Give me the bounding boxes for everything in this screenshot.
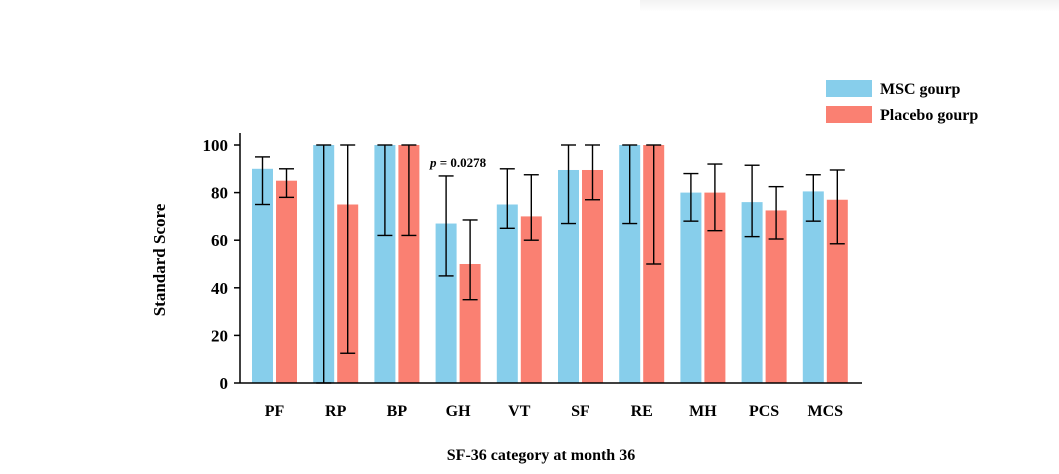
y-tick-label: 100 [203, 136, 229, 155]
p-value-annotation: p = 0.0278 [429, 155, 487, 170]
bar-msc-vt [496, 204, 518, 383]
bar-msc-pf [252, 168, 273, 383]
error-bar-msc-sf [561, 144, 576, 225]
bar-placebo-sf [582, 169, 603, 383]
bar-placebo-mcs [826, 199, 848, 383]
x-tick-label: RE [631, 403, 653, 420]
x-tick-label: MCS [808, 403, 844, 420]
y-tick-label: 80 [211, 184, 228, 203]
bar-msc-re [619, 145, 641, 383]
legend-label-msc: MSC gourp [880, 81, 961, 98]
error-bar-placebo-bp [401, 144, 417, 237]
error-bar-placebo-vt [523, 174, 539, 241]
error-bar-msc-gh [438, 175, 454, 277]
x-tick-label: VT [508, 403, 531, 420]
y-tick-label: 60 [211, 231, 228, 250]
y-tick-label: 20 [211, 326, 228, 345]
bar-placebo-gh [459, 264, 481, 383]
error-bar-msc-vt [499, 168, 515, 230]
error-bar-msc-re [622, 144, 638, 225]
error-bar-placebo-re [646, 144, 662, 265]
top-shadow-strip [640, 0, 1059, 12]
x-tick-label: GH [446, 403, 471, 420]
y-axis-label: Standard Score [150, 203, 169, 316]
bar-placebo-bp [398, 145, 420, 383]
bar-placebo-pcs [765, 210, 787, 383]
error-bar-placebo-rp [340, 144, 356, 354]
y-tick-label: 0 [220, 374, 229, 393]
bar-msc-pcs [741, 202, 763, 383]
x-axis-label: SF-36 category at month 36 [447, 447, 635, 464]
legend-swatch-placebo [826, 106, 872, 123]
error-bar-msc-pcs [744, 164, 760, 238]
y-tick-label: 40 [211, 279, 228, 298]
x-tick-label: BP [387, 403, 408, 420]
error-bar-msc-mh [683, 172, 699, 222]
bar-msc-gh [435, 223, 457, 383]
bar-placebo-pf [276, 180, 297, 383]
error-bar-placebo-gh [462, 219, 478, 301]
x-tick-label: SF [571, 403, 590, 420]
x-tick-label: PCS [749, 403, 779, 420]
error-bar-msc-pf [255, 156, 270, 206]
error-bar-placebo-pf [279, 168, 294, 199]
x-tick-label: PF [265, 403, 285, 420]
error-bar-placebo-mcs [829, 169, 845, 245]
bar-msc-mcs [802, 191, 824, 383]
error-bar-placebo-sf [585, 144, 600, 201]
bar-placebo-mh [704, 192, 726, 383]
error-bar-placebo-pcs [768, 185, 784, 240]
error-bar-placebo-mh [707, 163, 723, 232]
legend-label-placebo: Placebo gourp [880, 107, 978, 124]
bar-msc-mh [680, 192, 702, 383]
error-bar-msc-bp [377, 144, 393, 237]
bar-msc-bp [374, 145, 396, 383]
error-bar-msc-mcs [805, 174, 821, 222]
x-tick-label: MH [689, 403, 717, 420]
bar-placebo-vt [520, 216, 542, 383]
x-tick-label: RP [325, 403, 347, 420]
legend-swatch-msc [826, 80, 872, 97]
